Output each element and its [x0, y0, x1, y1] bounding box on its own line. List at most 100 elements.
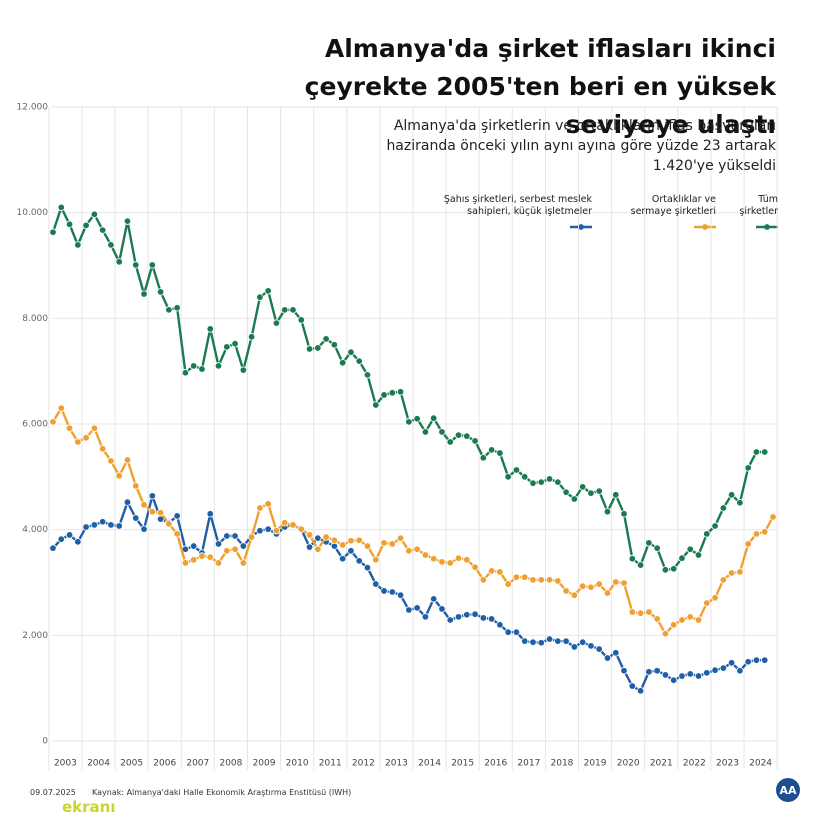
data-point [537, 576, 545, 584]
data-point [421, 428, 430, 436]
data-point [703, 599, 711, 607]
data-point [612, 578, 620, 586]
data-point [297, 316, 305, 324]
data-point [562, 587, 570, 595]
data-point [189, 542, 198, 550]
data-point [140, 501, 148, 509]
data-point [769, 513, 777, 521]
data-point [686, 545, 694, 553]
chart-title: Almanya'da şirket iflasları ikinci çeyre… [304, 34, 776, 139]
data-point [761, 448, 769, 456]
data-point [686, 670, 694, 678]
legend-label: Şahıs şirketleri, serbest meslek sahiple… [443, 194, 592, 217]
data-point [396, 534, 405, 542]
data-point [156, 509, 165, 517]
x-tick-label: 2008 [219, 759, 242, 769]
data-point [703, 530, 711, 538]
x-tick-label: 2018 [551, 759, 574, 769]
data-point [256, 527, 264, 535]
data-point [231, 545, 239, 553]
x-tick-label: 2004 [87, 759, 110, 769]
data-point [256, 504, 264, 512]
data-point [107, 521, 115, 529]
data-point [711, 594, 719, 602]
data-point [173, 530, 181, 538]
data-point [239, 542, 248, 550]
data-point [545, 475, 554, 483]
data-point [355, 557, 363, 565]
data-point [181, 559, 190, 567]
data-point [189, 362, 198, 370]
legend-label: Tüm şirketler [739, 194, 778, 217]
data-point [115, 522, 123, 530]
data-point [578, 582, 587, 590]
data-point [620, 667, 628, 675]
y-tick-label: 0 [42, 737, 48, 747]
data-point [529, 479, 537, 487]
data-point [115, 472, 123, 480]
chart-subtitle: Almanya'da şirketlerin ve ortaklıkların … [386, 118, 776, 174]
data-point [711, 522, 719, 530]
data-point [487, 615, 496, 623]
data-point [471, 610, 479, 618]
x-tick-label: 2019 [584, 759, 607, 769]
y-tick-label: 12.000 [17, 103, 49, 113]
data-point [438, 558, 446, 566]
data-point [678, 672, 686, 680]
data-point [562, 637, 570, 645]
data-point [694, 672, 703, 680]
data-point [57, 203, 65, 212]
data-point [636, 687, 645, 695]
data-point [388, 588, 397, 596]
data-point [736, 667, 744, 675]
data-point [289, 521, 297, 529]
data-point [305, 543, 314, 551]
x-tick-label: 2024 [749, 759, 772, 769]
date: 09.07.2025 [30, 788, 76, 797]
data-point [74, 241, 82, 249]
data-point [752, 448, 761, 456]
data-point [123, 498, 132, 506]
y-tick-label: 8.000 [22, 314, 48, 324]
data-point [297, 525, 305, 533]
data-point [380, 391, 388, 399]
data-point [173, 304, 181, 312]
data-point [98, 226, 107, 234]
data-point [446, 616, 454, 624]
data-point [74, 438, 82, 446]
data-point [198, 365, 206, 373]
x-tick-label: 2023 [716, 759, 739, 769]
data-point [752, 530, 761, 538]
data-point [752, 656, 761, 664]
data-point [156, 288, 165, 296]
data-point [380, 539, 388, 547]
data-point [446, 559, 454, 567]
data-point [272, 319, 281, 327]
data-point [49, 228, 57, 236]
data-point [529, 576, 537, 584]
data-point [314, 545, 322, 553]
data-point [454, 554, 463, 562]
data-point [413, 415, 421, 423]
y-tick-label: 2.000 [22, 631, 48, 641]
x-tick-label: 2003 [54, 759, 77, 769]
data-point [653, 667, 661, 675]
data-point [98, 445, 107, 453]
data-point [612, 649, 620, 657]
data-point [363, 371, 372, 379]
data-point [661, 671, 670, 679]
data-point [645, 608, 653, 616]
data-point [496, 449, 504, 457]
data-point [578, 483, 587, 491]
data-point [264, 525, 272, 533]
data-point [711, 666, 719, 674]
data-point [496, 568, 504, 576]
data-point [620, 510, 628, 518]
data-point [678, 554, 686, 562]
data-point [314, 534, 322, 542]
data-point [628, 555, 637, 563]
data-point [587, 642, 595, 650]
data-point [223, 343, 231, 351]
data-point [49, 544, 57, 552]
